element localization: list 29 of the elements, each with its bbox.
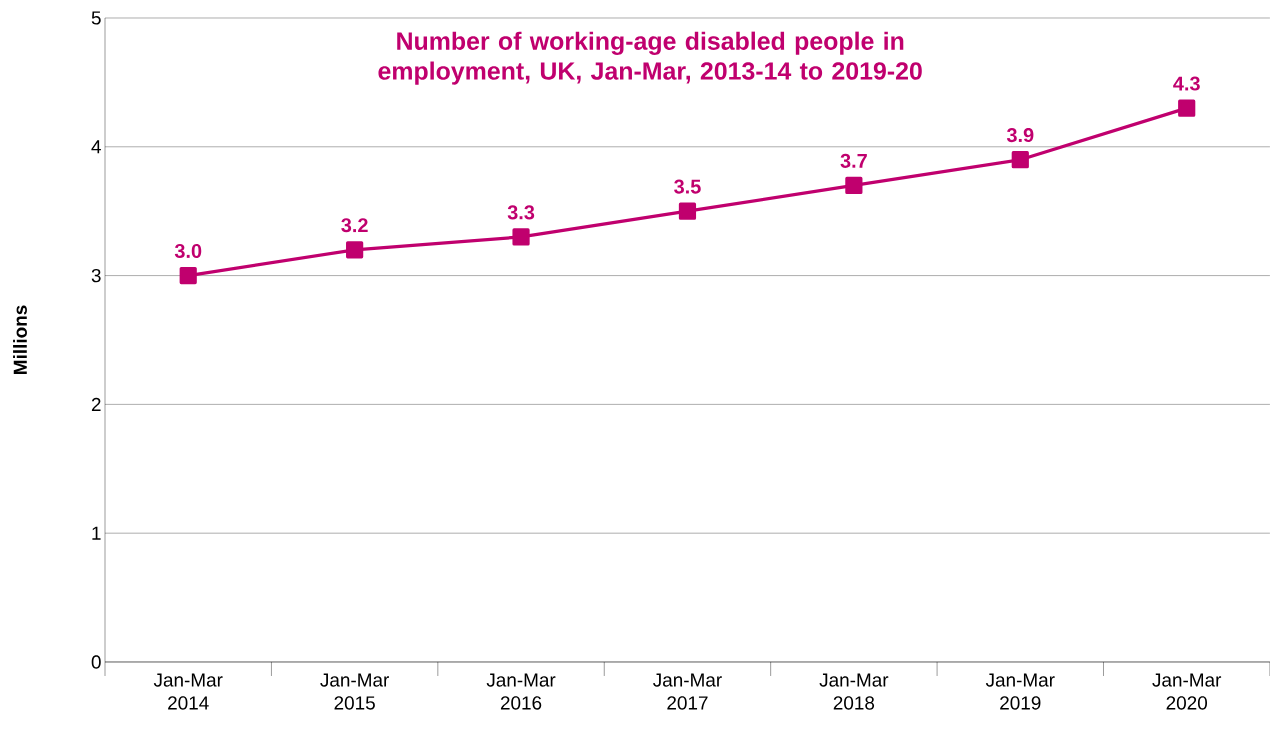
x-tick-label: Jan-Mar 2014: [153, 673, 223, 710]
data-label: 3.5: [674, 179, 701, 194]
point: [678, 202, 697, 220]
point: [1178, 99, 1196, 117]
text: Number of working-age disabled people in employment, UK, Jan-Mar, 2013-14 to 2019-20: [378, 31, 922, 85]
y-tick-label: 3: [91, 268, 101, 283]
data-label: 3.9: [1006, 128, 1034, 143]
point: [346, 241, 364, 259]
point: [1011, 151, 1029, 169]
x-tick-label: Jan-Mar 2018: [819, 673, 889, 710]
y-axis-title: Millions: [13, 305, 27, 374]
point: [179, 266, 197, 285]
y-tick-label: 4: [91, 140, 101, 154]
x-tick-label: Jan-Mar 2020: [1152, 673, 1222, 710]
x-tick-label: Jan-Mar 2016: [486, 673, 556, 710]
point: [512, 228, 530, 246]
data-label: 3.2: [341, 218, 368, 233]
x-tick-label: Jan-Mar 2019: [985, 673, 1055, 710]
data-label: 4.3: [1173, 76, 1200, 91]
data-label: 3.7: [840, 153, 867, 168]
y-tick-label: 0: [91, 655, 101, 669]
data-label: 3.0: [174, 243, 202, 259]
point: [845, 176, 863, 195]
x-tick-label: Jan-Mar 2015: [320, 673, 390, 710]
data-label: 3.3: [507, 205, 535, 220]
y-tick-label: 2: [91, 397, 101, 411]
y-tick-label: 1: [92, 526, 101, 540]
y-tick-label: 5: [91, 11, 101, 25]
x-tick-label: Jan-Mar 2017: [653, 673, 722, 710]
